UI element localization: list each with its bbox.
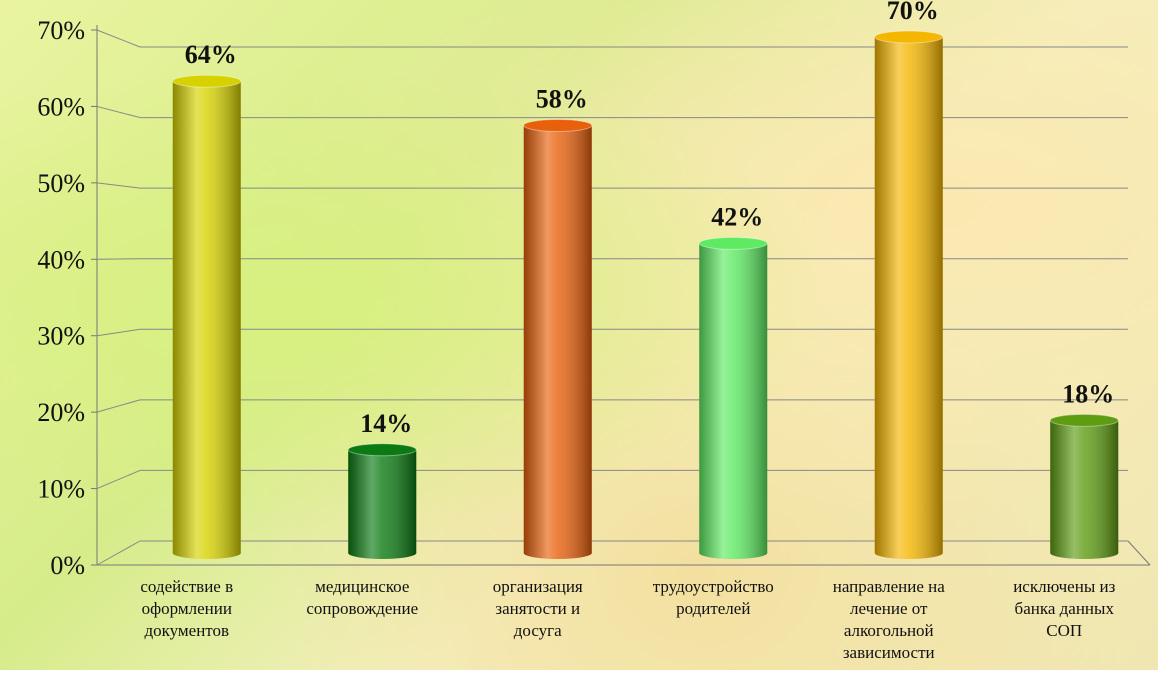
bar-cap xyxy=(523,118,593,132)
x-tick-label: организация занятости и досуга xyxy=(493,577,583,640)
bar-shade xyxy=(874,37,943,553)
data-label: 58% xyxy=(536,84,588,113)
data-label: 70% xyxy=(887,0,939,25)
y-tick-label: 10% xyxy=(37,475,85,504)
floor-right xyxy=(1127,540,1151,566)
bar-cap xyxy=(1049,413,1119,427)
x-tick-label: исключены из банка данных СОП xyxy=(1013,577,1115,640)
y-tick-label: 70% xyxy=(37,16,85,45)
y-tick-label: 30% xyxy=(37,322,85,351)
bar-shade xyxy=(523,125,592,553)
grid-line xyxy=(96,105,141,119)
data-label: 18% xyxy=(1062,379,1114,408)
data-label: 42% xyxy=(711,202,763,231)
bar-shade xyxy=(348,449,417,553)
y-tick-label: 0% xyxy=(50,551,85,580)
bar-shade xyxy=(172,81,241,553)
y-tick-label: 50% xyxy=(37,169,85,198)
y-tick-label: 40% xyxy=(37,245,85,274)
x-tick-label: направление на лечение от алкогольной завис… xyxy=(833,577,945,662)
bar-cap xyxy=(698,236,768,250)
x-tick-label: медицинское сопровождение xyxy=(306,577,418,618)
bar-shade xyxy=(699,243,768,553)
bar-cap xyxy=(347,443,417,457)
grid-line xyxy=(96,399,141,413)
grid-line xyxy=(96,469,141,490)
x-tick-label: трудоустройство родителей xyxy=(653,577,774,618)
grid-line xyxy=(96,182,141,189)
y-tick-label: 20% xyxy=(37,398,85,427)
x-tick-label: содействие в оформлении документов xyxy=(140,577,233,640)
grid-line xyxy=(96,29,141,48)
bar-shade xyxy=(1050,420,1119,553)
grid-line xyxy=(96,540,141,566)
y-tick-label: 60% xyxy=(37,92,85,121)
grid-line xyxy=(96,328,141,337)
data-label: 64% xyxy=(185,40,237,69)
data-label: 14% xyxy=(360,409,412,438)
grid-line xyxy=(96,258,141,260)
bar-cap xyxy=(874,30,944,44)
bar-cap xyxy=(172,74,242,88)
